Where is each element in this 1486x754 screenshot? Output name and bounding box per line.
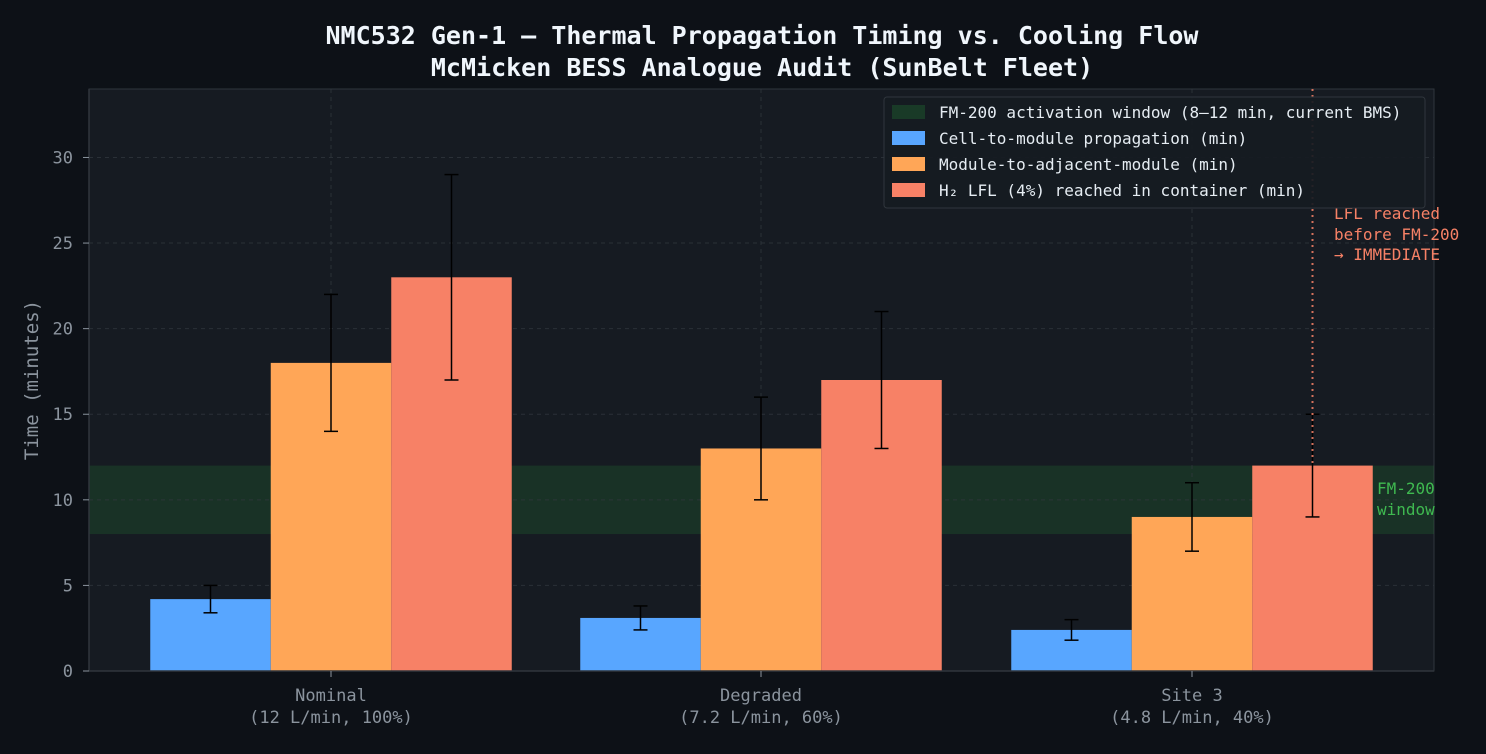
- legend-entry-cell-to-module: Cell-to-module propagation (min): [939, 129, 1247, 148]
- annotation-text: LFL reached: [1334, 204, 1440, 223]
- annotation-text-line3: → IMMEDIATE: [1334, 245, 1440, 264]
- legend-swatch-h2-lfl: [892, 183, 925, 197]
- x-tick-label: Nominal: [295, 686, 367, 706]
- bars-layer: [150, 277, 1373, 671]
- x-tick-label: Site 3: [1161, 686, 1222, 706]
- y-axis-label: Time (minutes): [21, 300, 43, 460]
- x-tick-sublabel: (4.8 L/min, 40%): [1110, 708, 1274, 728]
- axes-layer: 0 5 10 15 20 25 30 Nominal(12 L/min, 100%) Degra…: [53, 89, 1434, 728]
- y-tick-label: 10: [53, 491, 73, 511]
- y-tick-label: 30: [53, 148, 73, 168]
- legend-swatch-module-to-module: [892, 157, 925, 171]
- legend: FM-200 activation window (8–12 min, curr…: [883, 96, 1426, 209]
- legend-swatch-band: [892, 105, 925, 119]
- x-tick-sublabel: (7.2 L/min, 60%): [679, 708, 843, 728]
- legend-entry-h2-lfl: H₂ LFL (4%) reached in container (min): [939, 181, 1305, 200]
- legend-entry-module-to-module: Module-to-adjacent-module (min): [939, 155, 1238, 174]
- chart-subtitle: McMicken BESS Analogue Audit (SunBelt Fl…: [431, 53, 1093, 82]
- x-tick-sublabel: (12 L/min, 100%): [249, 708, 413, 728]
- band-label-line2: window: [1377, 500, 1435, 519]
- y-tick-label: 25: [53, 234, 73, 254]
- annotation-text-line2: before FM-200: [1334, 225, 1459, 244]
- chart-title: NMC532 Gen-1 — Thermal Propagation Timin…: [326, 21, 1200, 50]
- legend-box: [883, 96, 1426, 209]
- legend-swatch-cell-to-module: [892, 131, 925, 145]
- y-tick-label: 15: [53, 405, 73, 425]
- annotation-layer: FM-200 window LFL reached before FM-200→ IM…: [1311, 89, 1459, 519]
- y-tick-label: 5: [63, 576, 73, 596]
- x-tick-label: Degraded: [720, 686, 802, 706]
- y-tick-label: 20: [53, 320, 73, 340]
- legend-entry-band: FM-200 activation window (8–12 min, curr…: [939, 103, 1401, 122]
- band-label: FM-200: [1377, 479, 1435, 498]
- error-bars-layer: [203, 173, 1320, 641]
- y-tick-label: 0: [63, 662, 73, 682]
